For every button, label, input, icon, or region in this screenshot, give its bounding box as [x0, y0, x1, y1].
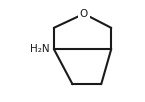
Text: O: O [80, 9, 88, 19]
Text: H₂N: H₂N [30, 44, 50, 54]
